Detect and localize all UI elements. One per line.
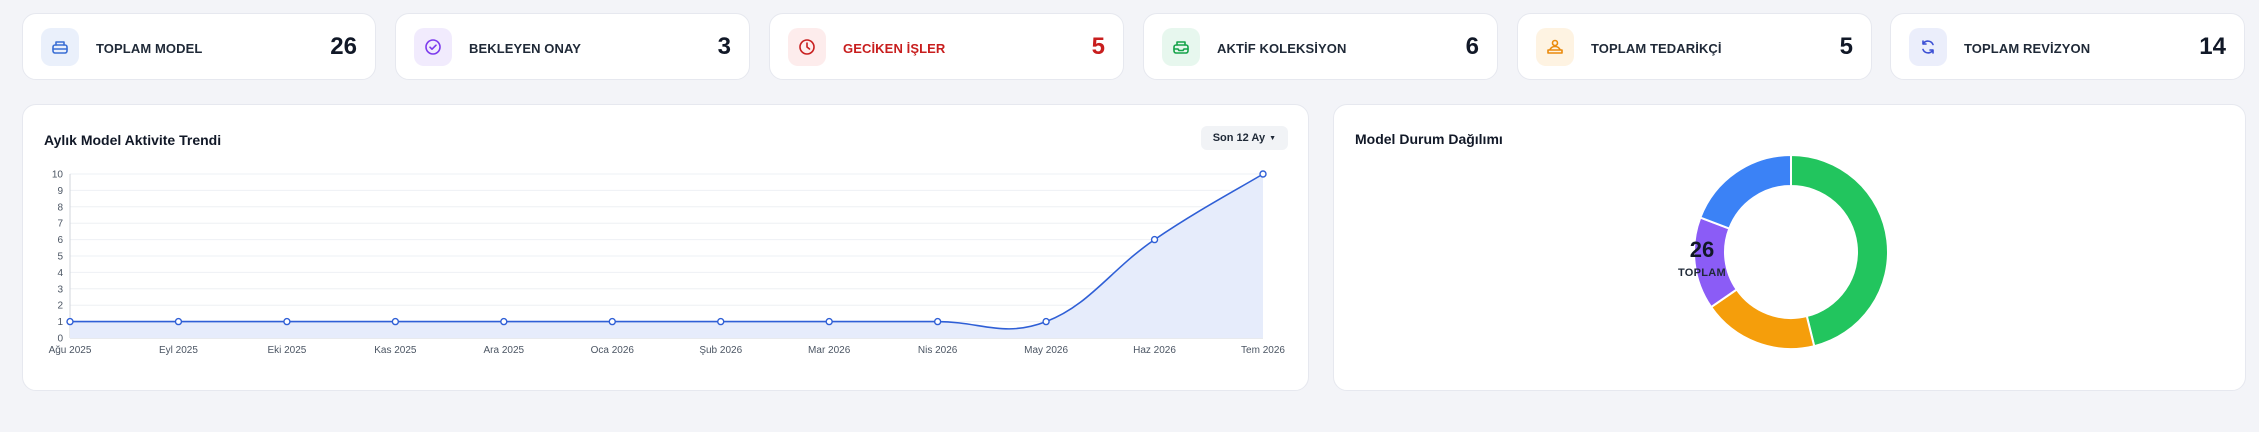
stat-value: 5 <box>1091 32 1105 60</box>
x-tick-label: Ağu 2025 <box>49 345 92 356</box>
range-dropdown[interactable]: Son 12 Ay ▼ <box>1200 126 1288 150</box>
data-point <box>391 317 400 326</box>
x-tick-label: Şub 2026 <box>699 345 742 356</box>
stat-card-total-models[interactable]: TOPLAM MODEL 26 <box>22 13 376 80</box>
stat-card-total-suppliers[interactable]: TOPLAM TEDARİKÇİ 5 <box>1517 13 1872 80</box>
y-tick-label: 5 <box>57 252 63 263</box>
x-tick-label: Kas 2025 <box>374 345 417 356</box>
status-donut-chart <box>1693 153 1889 350</box>
trend-chart-panel: 0 1 2 3 4 5 6 7 8 9 10 Ağu 2025 Eyl 2025 Eki 2025 Kas … <box>22 104 1309 391</box>
y-tick-label: 9 <box>57 186 63 197</box>
x-tick-label: Tem 2026 <box>1241 345 1285 356</box>
data-point <box>825 317 833 326</box>
check-circle-icon <box>414 28 452 66</box>
stat-card-total-revisions[interactable]: TOPLAM REVİZYON 14 <box>1890 13 2245 80</box>
data-point <box>174 317 183 326</box>
stat-label: TOPLAM TEDARİKÇİ <box>1591 41 1722 56</box>
user-desk-icon <box>1536 28 1574 66</box>
x-tick-label: May 2026 <box>1024 345 1068 356</box>
trend-chart-title: Aylık Model Aktivite Trendi <box>44 132 222 148</box>
donut-total-label: TOPLAM <box>1677 267 1727 279</box>
donut-total-value: 26 <box>1689 237 1715 262</box>
x-tick-label: Eki 2025 <box>267 345 306 356</box>
stat-label: BEKLEYEN ONAY <box>469 41 582 56</box>
chevron-down-icon: ▼ <box>1269 134 1276 142</box>
x-tick-label: Haz 2026 <box>1133 345 1176 356</box>
package-icon <box>41 28 79 66</box>
data-point <box>66 317 74 326</box>
stat-label: AKTİF KOLEKSİYON <box>1217 41 1347 56</box>
x-tick-label: Eyl 2025 <box>159 345 198 356</box>
y-tick-label: 4 <box>57 268 63 279</box>
stat-label: TOPLAM REVİZYON <box>1964 41 2091 56</box>
distribution-title: Model Durum Dağılımı <box>1355 131 1503 147</box>
donut-slice <box>1699 153 1792 230</box>
stat-card-pending-approval[interactable]: BEKLEYEN ONAY 3 <box>395 13 750 80</box>
donut-slice <box>1709 288 1816 350</box>
stat-value: 14 <box>2199 32 2226 60</box>
donut-slice <box>1790 153 1889 348</box>
range-dropdown-label: Son 12 Ay <box>1212 132 1266 144</box>
stat-card-delayed-tasks[interactable]: GECİKEN İŞLER 5 <box>769 13 1124 80</box>
clock-icon <box>788 28 826 66</box>
x-tick-label: Nis 2026 <box>918 345 958 356</box>
y-tick-label: 7 <box>57 219 63 230</box>
data-point <box>717 317 725 326</box>
refresh-icon <box>1909 28 1947 66</box>
stat-value: 26 <box>330 32 357 60</box>
x-tick-label: Ara 2025 <box>484 345 525 356</box>
status-distribution-panel: Model Durum Dağılımı 26 TOPLAM <box>1333 104 2246 391</box>
stat-label: GECİKEN İŞLER <box>843 41 946 56</box>
data-point <box>1259 170 1267 178</box>
x-tick-label: Mar 2026 <box>808 345 851 356</box>
data-point <box>283 317 291 326</box>
x-tick-label: Oca 2026 <box>591 345 635 356</box>
y-tick-label: 1 <box>57 317 63 328</box>
y-tick-label: 6 <box>57 235 63 246</box>
y-tick-label: 10 <box>52 170 64 181</box>
data-point <box>933 317 942 326</box>
y-tick-label: 0 <box>57 334 63 345</box>
y-tick-label: 8 <box>57 202 63 213</box>
data-point <box>1042 317 1050 326</box>
data-point <box>608 317 616 326</box>
stat-value: 6 <box>1465 32 1479 60</box>
trend-chart: 0 1 2 3 4 5 6 7 8 9 10 Ağu 2025 Eyl 2025 Eki 2025 Kas … <box>49 170 1286 357</box>
stat-value: 5 <box>1839 32 1853 60</box>
stat-value: 3 <box>717 32 731 60</box>
stat-label: TOPLAM MODEL <box>96 41 203 56</box>
y-tick-label: 2 <box>57 301 63 312</box>
data-point <box>500 317 508 326</box>
y-tick-label: 3 <box>57 284 63 295</box>
trend-line <box>69 173 1264 330</box>
stat-card-active-collections[interactable]: AKTİF KOLEKSİYON 6 <box>1143 13 1498 80</box>
data-point <box>1150 235 1159 244</box>
inbox-icon <box>1162 28 1200 66</box>
